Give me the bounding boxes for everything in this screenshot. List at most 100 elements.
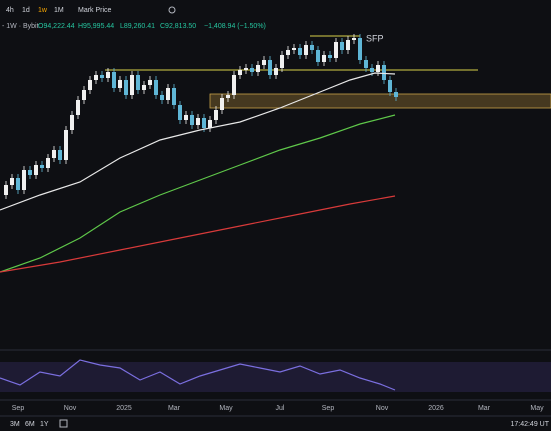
candle xyxy=(178,105,182,120)
legend-close: C92,813.50 xyxy=(160,23,196,30)
candle xyxy=(382,65,386,80)
price-type[interactable]: Mark Price xyxy=(78,7,112,14)
candles xyxy=(4,34,398,199)
candle xyxy=(172,88,176,105)
toolbar: 4h 1d 1w 1M Mark Price xyxy=(6,6,176,14)
candle xyxy=(202,118,206,128)
candle xyxy=(376,65,380,72)
candle xyxy=(70,115,74,130)
candle xyxy=(370,68,374,72)
candle xyxy=(274,68,278,75)
time-label: Nov xyxy=(376,405,389,412)
calendar-icon[interactable] xyxy=(59,419,68,428)
candle xyxy=(298,48,302,55)
candle xyxy=(292,48,296,50)
ma-green xyxy=(0,114,396,273)
interval-button[interactable]: 1d xyxy=(22,7,30,14)
zone-box xyxy=(209,93,551,109)
candle xyxy=(352,38,356,40)
time-label: Mar xyxy=(168,405,181,412)
candle xyxy=(340,42,344,50)
candle xyxy=(250,68,254,72)
candle xyxy=(316,50,320,62)
legend-change: −1,408.94 (−1.50%) xyxy=(204,23,266,30)
candle xyxy=(88,80,92,90)
range-button[interactable]: 6M xyxy=(25,421,35,428)
candle xyxy=(364,60,368,68)
candle xyxy=(100,75,104,78)
candle xyxy=(208,120,212,128)
candle xyxy=(58,150,62,160)
candle xyxy=(358,38,362,60)
candle xyxy=(52,150,56,158)
candle xyxy=(94,75,98,80)
candle xyxy=(16,178,20,190)
time-label: 2026 xyxy=(428,405,444,412)
candle xyxy=(76,100,80,115)
rsi-band xyxy=(0,362,551,392)
legend-high: H95,995.44 xyxy=(78,23,114,30)
candle xyxy=(64,130,68,160)
candle xyxy=(136,75,140,90)
candle xyxy=(118,80,122,88)
candle xyxy=(280,55,284,68)
candle xyxy=(166,88,170,100)
candle xyxy=(160,95,164,100)
time-axis: Sep Nov 2025 Mar May Jul Sep Nov 2026 Mar May xyxy=(12,405,544,412)
candle xyxy=(82,90,86,100)
candle xyxy=(190,115,194,125)
candle xyxy=(148,80,152,85)
candle xyxy=(10,178,14,185)
interval-button[interactable]: 1w xyxy=(38,7,48,14)
legend: - 1W · Bybit O94,222.44 H95,995.44 L89,260.… xyxy=(2,23,266,30)
settings-icon[interactable] xyxy=(168,6,176,14)
time-label: May xyxy=(219,405,233,412)
candle xyxy=(28,170,32,175)
candle xyxy=(328,55,332,58)
interval-button[interactable]: 4h xyxy=(6,7,14,14)
candle xyxy=(112,72,116,88)
candle xyxy=(238,70,242,75)
time-label: Sep xyxy=(322,405,335,412)
candle xyxy=(214,110,218,120)
time-label: May xyxy=(530,405,544,412)
time-label: Nov xyxy=(64,405,77,412)
candle xyxy=(124,80,128,95)
rsi-line xyxy=(0,359,396,391)
candle xyxy=(322,55,326,62)
range-button[interactable]: 1Y xyxy=(40,421,49,428)
candle xyxy=(142,85,146,90)
candle xyxy=(130,75,134,95)
candle xyxy=(220,98,224,110)
candle xyxy=(34,165,38,175)
time-label: 2025 xyxy=(116,405,132,412)
candle xyxy=(346,40,350,50)
time-label: Mar xyxy=(478,405,491,412)
candle xyxy=(40,165,44,168)
legend-low: L89,260.41 xyxy=(120,23,155,30)
candle xyxy=(268,60,272,75)
candle xyxy=(232,75,236,95)
candle xyxy=(262,60,266,65)
candle xyxy=(22,170,26,190)
ma-red xyxy=(0,195,396,273)
candle xyxy=(106,72,110,78)
time-label: Sep xyxy=(12,405,25,412)
legend-open: O94,222.44 xyxy=(38,23,75,30)
candle xyxy=(310,45,314,50)
ma-white xyxy=(0,72,396,211)
range-button[interactable]: 3M xyxy=(10,421,20,428)
candle xyxy=(394,92,398,97)
candle xyxy=(304,45,308,55)
annotation: SFP xyxy=(366,33,384,43)
candle xyxy=(154,80,158,95)
legend-symbol: - 1W · Bybit xyxy=(2,23,39,30)
candle xyxy=(226,95,230,98)
candle xyxy=(4,185,8,195)
bottom-bar: 3M 6M 1Y 17:42:49 UT xyxy=(10,419,550,428)
interval-button[interactable]: 1M xyxy=(54,7,64,14)
time-label: Jul xyxy=(276,405,285,412)
candle xyxy=(388,80,392,92)
candle xyxy=(334,42,338,58)
